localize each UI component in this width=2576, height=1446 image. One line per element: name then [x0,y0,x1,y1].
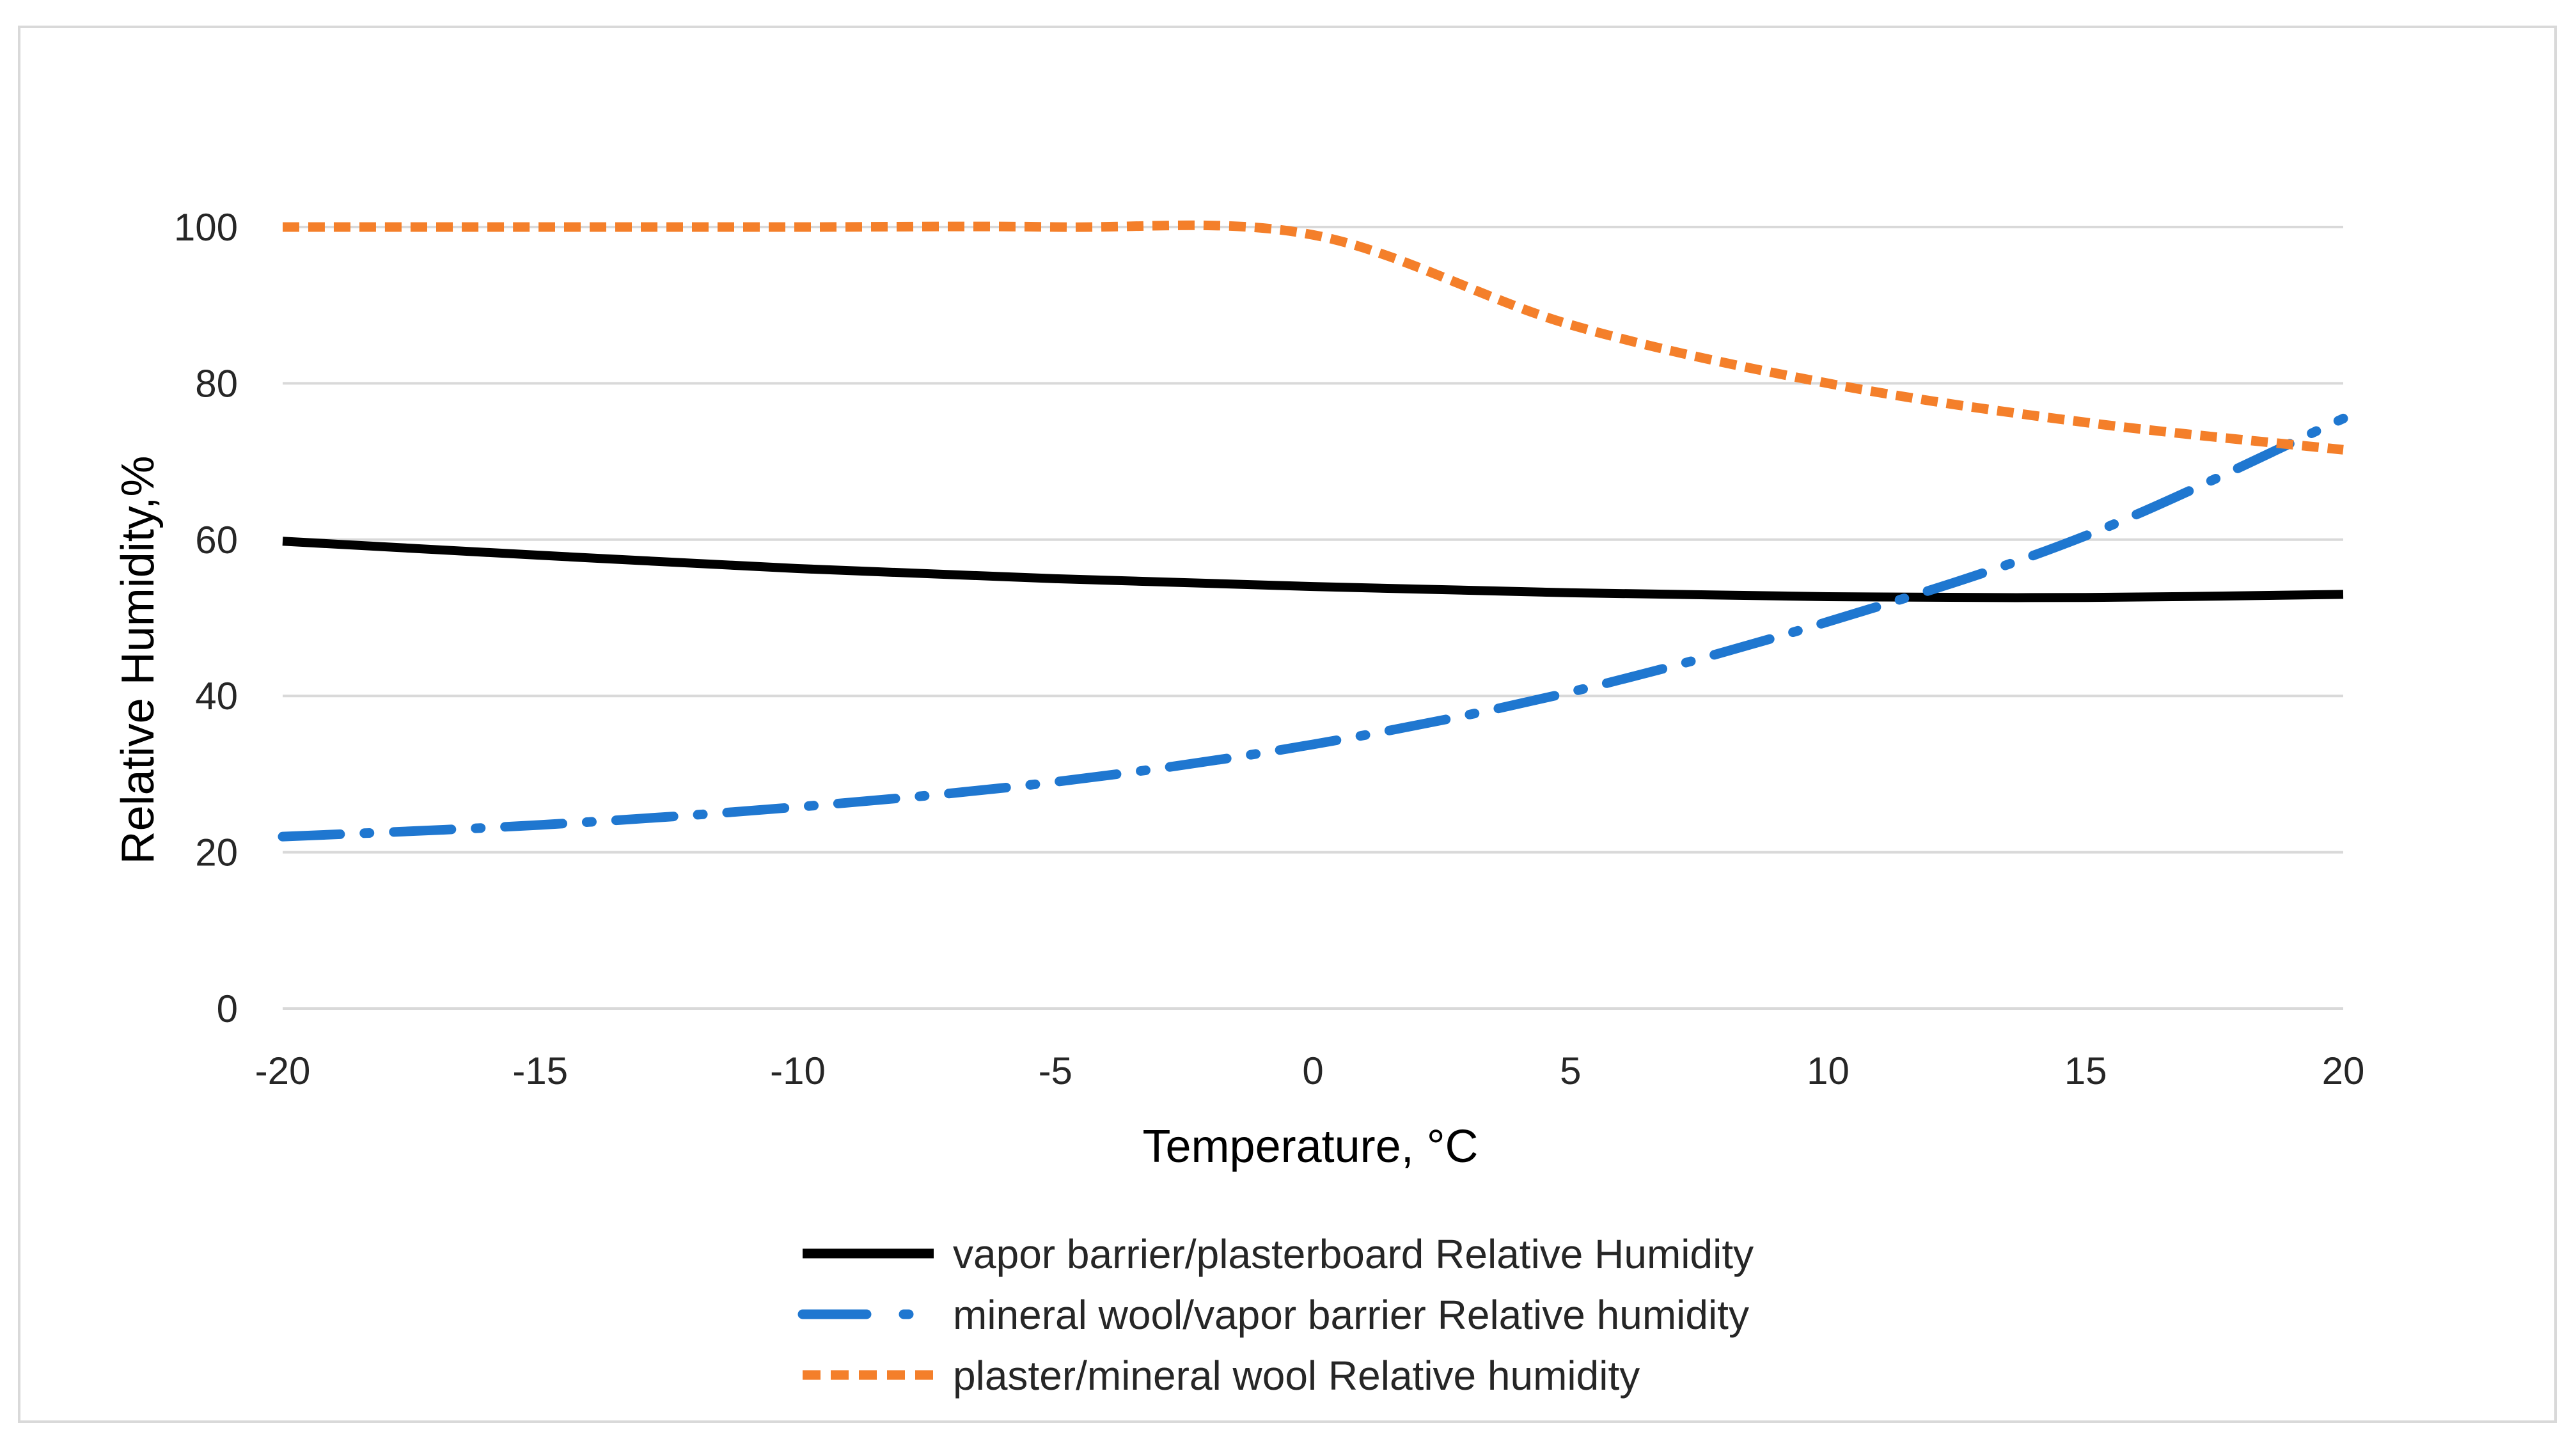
x-tick-label: -5 [1039,1049,1072,1092]
x-tick-label: 5 [1560,1049,1581,1092]
y-tick-label: 80 [195,362,238,405]
x-tick-label: -20 [255,1049,311,1092]
legend-label-2: mineral wool/vapor barrier Relative humi… [953,1292,1749,1338]
y-axis-ticks: 0 20 40 60 80 100 [174,206,238,1030]
legend-label-1: vapor barrier/plasterboard Relative Humi… [953,1231,1754,1277]
y-tick-label: 20 [195,831,238,874]
series-line-2 [278,413,2348,842]
series-line-1 [282,537,2344,602]
y-tick-label: 100 [174,206,238,249]
x-axis-ticks: -20 -15 -10 -5 0 5 10 15 20 [255,1049,2365,1092]
legend-label-3: plaster/mineral wool Relative humidity [953,1353,1640,1399]
y-tick-label: 0 [217,987,238,1030]
chart-frame [18,26,2557,1423]
gridlines [283,226,2343,1010]
x-tick-label: -15 [512,1049,568,1092]
legend: vapor barrier/plasterboard Relative Humi… [797,1231,1754,1399]
x-tick-label: 10 [1807,1049,1850,1092]
y-tick-label: 60 [195,519,238,562]
x-tick-label: 15 [2064,1049,2107,1092]
x-tick-label: -10 [770,1049,826,1092]
x-axis-title: Temperature, °C [1143,1121,1479,1172]
x-tick-label: 0 [1302,1049,1323,1092]
y-tick-label: 40 [195,675,238,718]
y-axis-title: Relative Humidity,% [113,456,164,865]
series-lines [278,220,2348,842]
x-tick-label: 20 [2322,1049,2365,1092]
series-line-3 [283,220,2344,455]
